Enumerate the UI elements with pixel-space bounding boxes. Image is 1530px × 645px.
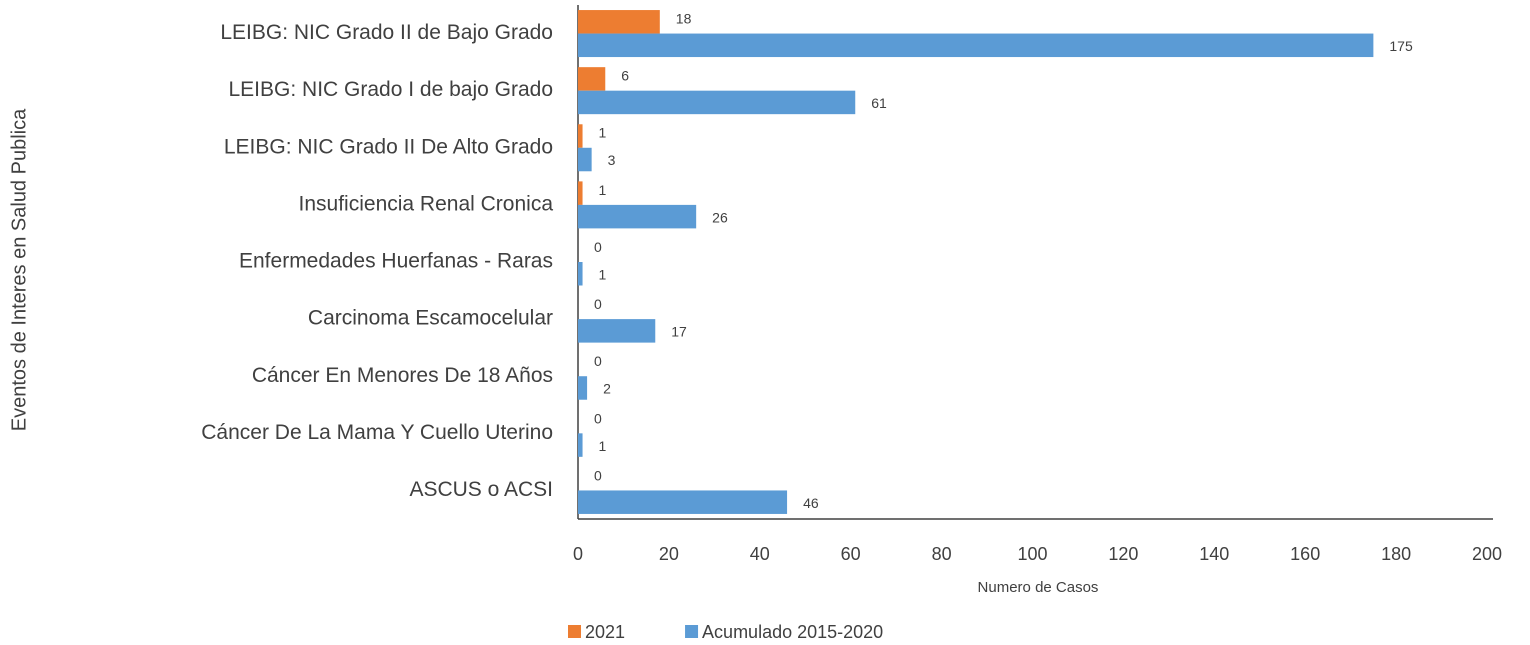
value-label: 0	[594, 296, 602, 312]
x-tick-label: 80	[932, 544, 952, 564]
x-axis-label: Numero de Casos	[978, 579, 1099, 596]
legend-swatch	[685, 625, 699, 638]
legend-label: Acumulado 2015-2020	[702, 622, 883, 642]
legend-label: 2021	[585, 622, 625, 642]
value-label: 46	[803, 495, 819, 511]
value-label: 0	[594, 467, 602, 483]
legend-swatch	[568, 625, 581, 638]
value-label: 1	[599, 438, 607, 454]
x-tick-label: 60	[841, 544, 861, 564]
bar	[578, 10, 660, 34]
value-label: 1	[599, 125, 607, 141]
value-label: 18	[676, 11, 692, 27]
x-tick-label: 0	[573, 544, 583, 564]
category-label: Insuficiencia Renal Cronica	[299, 192, 554, 215]
value-label: 17	[671, 324, 687, 340]
bar	[578, 204, 697, 229]
value-label: 0	[594, 239, 602, 255]
value-label: 175	[1389, 38, 1413, 54]
value-label: 26	[712, 209, 728, 225]
x-tick-label: 180	[1381, 544, 1411, 564]
bar	[578, 90, 856, 115]
x-tick-label: 160	[1290, 544, 1320, 564]
x-tick-label: 200	[1472, 544, 1502, 564]
value-label: 1	[599, 266, 607, 282]
bar	[578, 147, 592, 172]
y-axis-label: Eventos de Interes en Salud Publica	[8, 108, 30, 431]
value-label: 0	[594, 410, 602, 426]
bar	[578, 433, 583, 457]
bar	[578, 124, 583, 148]
category-label: LEIBG: NIC Grado II de Bajo Grado	[220, 21, 553, 44]
value-label: 1	[599, 182, 607, 198]
category-label: LEIBG: NIC Grado I de bajo Grado	[229, 78, 554, 101]
bar	[578, 67, 606, 91]
x-tick-label: 120	[1108, 544, 1138, 564]
value-label: 3	[608, 152, 616, 168]
x-tick-label: 140	[1199, 544, 1229, 564]
value-label: 61	[871, 95, 887, 111]
bar	[578, 319, 656, 343]
x-tick-label: 40	[750, 544, 770, 564]
value-label: 6	[621, 68, 629, 84]
bar	[578, 490, 788, 514]
category-label: Carcinoma Escamocelular	[308, 307, 553, 330]
bar	[578, 181, 583, 205]
x-tick-label: 100	[1017, 544, 1047, 564]
bar	[578, 262, 583, 286]
category-label: Cáncer De La Mama Y Cuello Uterino	[201, 421, 553, 444]
bar	[578, 376, 588, 400]
x-tick-label: 20	[659, 544, 679, 564]
category-label: ASCUS o ACSI	[409, 478, 553, 501]
category-label: Enfermedades Huerfanas - Raras	[239, 250, 553, 273]
value-label: 0	[594, 353, 602, 369]
value-label: 2	[603, 381, 611, 397]
bar	[578, 33, 1374, 58]
category-label: LEIBG: NIC Grado II De Alto Grado	[224, 135, 553, 158]
category-label: Cáncer En Menores De 18 Años	[252, 364, 553, 387]
